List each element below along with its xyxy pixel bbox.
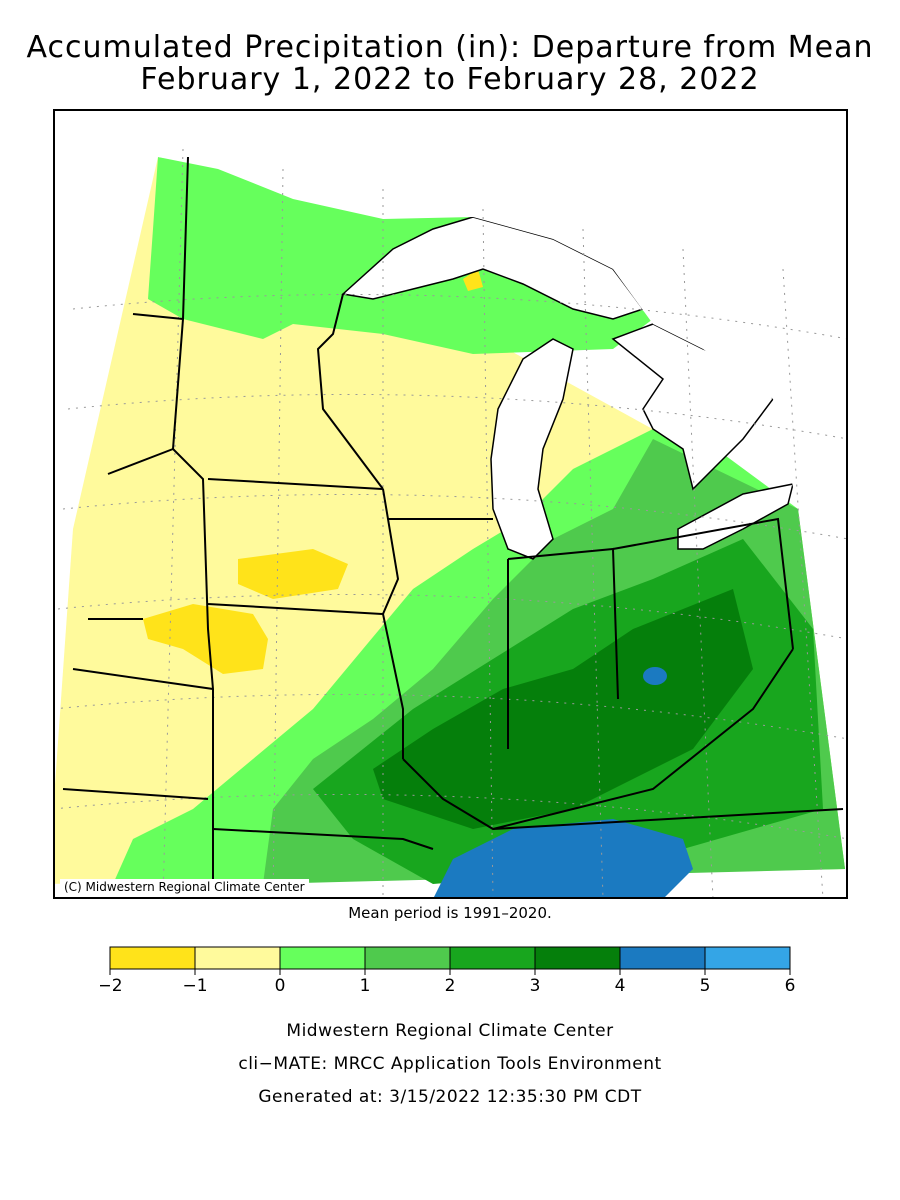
legend-tick-label-0: −2 [100,976,123,996]
color-scale-legend: −2 −1 0 1 2 3 4 5 6 [100,946,796,996]
legend-bin-5 [534,946,621,970]
region-dry-missouri [143,604,268,674]
region-4-5in-spot [643,667,667,685]
map-credit: (C) Midwestern Regional Climate Center [60,879,309,895]
canada-area [53,109,848,509]
region-dry-iowa [238,549,348,599]
legend-bin-1 [194,946,281,970]
lake-superior [341,216,645,320]
legend-tick-label-8: 6 [785,976,796,996]
map-date-range: February 1, 2022 to February 28, 2022 [140,62,760,97]
footer-generated-at: Generated at: 3/15/2022 12:35:30 PM CDT [258,1087,642,1107]
region-dry-up [463,269,483,291]
legend-tick-label-2: 0 [275,976,286,996]
legend-tick-label-4: 2 [445,976,456,996]
map-title: Accumulated Precipitation (in): Departur… [26,30,874,65]
legend-tick-label-1: −1 [182,976,207,996]
lake-michigan [490,338,574,560]
region-3-4in [373,589,753,829]
footer-organization: Midwestern Regional Climate Center [286,1021,614,1041]
footer-application: cli−MATE: MRCC Application Tools Environ… [238,1054,662,1074]
legend-tick-label-5: 3 [530,976,541,996]
legend-bin-2 [279,946,366,970]
region-4-5in [433,819,693,899]
graticule [53,148,848,899]
legend-tick-label-7: 5 [700,976,711,996]
legend-bin-3 [364,946,451,970]
mean-period-note: Mean period is 1991–2020. [348,904,552,922]
precipitation-departure-map [53,109,848,899]
legend-bin-4 [449,946,536,970]
legend-tick-label-6: 4 [615,976,626,996]
legend-tick-label-3: 1 [360,976,371,996]
state-borders [62,156,844,889]
legend-bin-0 [109,946,196,970]
legend-bin-6 [619,946,706,970]
legend-bin-7 [704,946,791,970]
